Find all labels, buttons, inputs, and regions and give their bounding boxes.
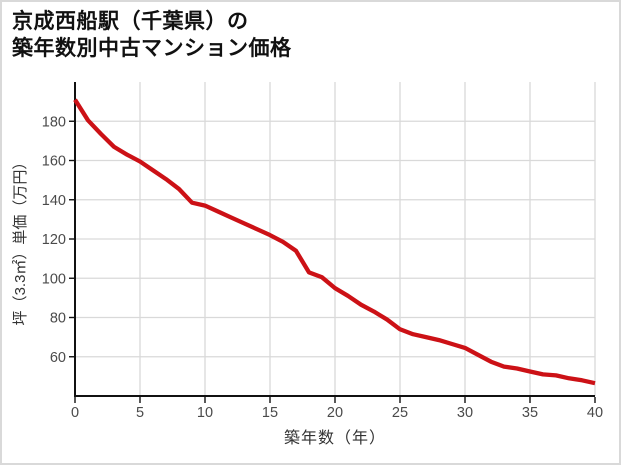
x-tick-label: 35 xyxy=(522,405,538,421)
y-tick-label: 120 xyxy=(42,232,66,248)
x-tick-label: 25 xyxy=(392,405,408,421)
chart-title: 京成西船駅（千葉県）の 築年数別中古マンション価格 xyxy=(12,8,292,62)
y-tick-label: 100 xyxy=(42,271,66,287)
y-tick-label: 140 xyxy=(42,193,66,209)
x-tick-label: 30 xyxy=(457,405,473,421)
chart-title-line2: 築年数別中古マンション価格 xyxy=(12,37,292,60)
y-tick-label: 80 xyxy=(50,311,66,327)
y-tick-label: 60 xyxy=(50,350,66,366)
x-tick-label: 40 xyxy=(587,405,603,421)
y-tick-label: 160 xyxy=(42,154,66,170)
y-axis-label: 坪（3.3㎡）単価（万円） xyxy=(12,154,29,326)
price-line xyxy=(73,98,596,386)
x-tick-label: 0 xyxy=(71,405,79,421)
x-tick-label: 10 xyxy=(197,405,213,421)
y-tick-label: 180 xyxy=(42,114,66,130)
x-axis-label: 築年数（年） xyxy=(283,430,386,447)
chart-title-line1: 京成西船駅（千葉県）の xyxy=(12,10,249,33)
x-tick-label: 15 xyxy=(262,405,278,421)
x-tick-label: 5 xyxy=(136,405,144,421)
x-tick-label: 20 xyxy=(327,405,343,421)
